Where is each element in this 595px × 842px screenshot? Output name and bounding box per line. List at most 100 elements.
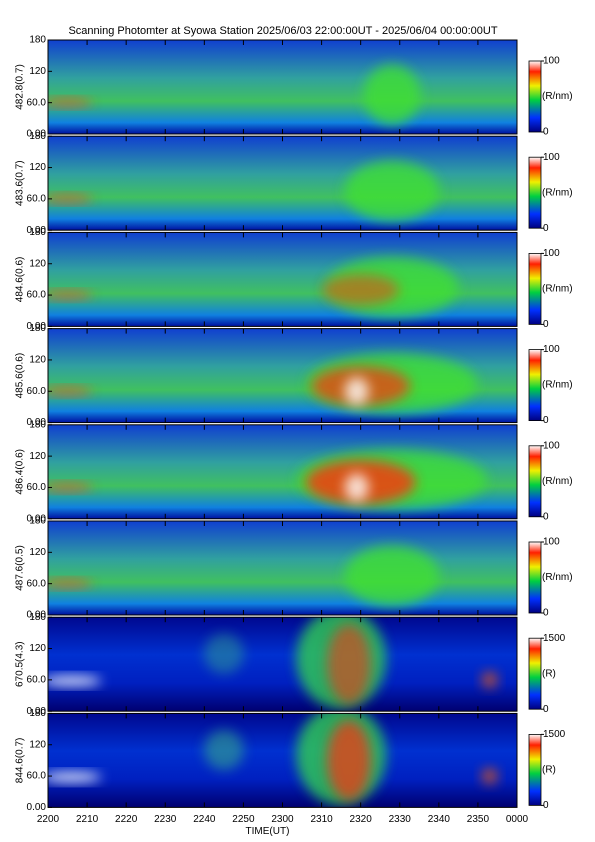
heatmap-background — [48, 40, 517, 134]
colorbar-tick-label: 0 — [543, 608, 549, 619]
heatmap — [48, 40, 517, 134]
y-tick-label: 120 — [29, 66, 46, 77]
heatmap-background — [48, 521, 517, 615]
x-axis-label: TIME(UT) — [246, 826, 290, 837]
heatmap-texture — [48, 675, 102, 686]
y-tick-label: 180 — [29, 131, 46, 142]
colorbar-label: (R/nm) — [542, 284, 573, 295]
colorbar — [528, 156, 542, 229]
y-axis-label: 486.4(0.6) — [15, 449, 26, 495]
heatmap-texture — [344, 545, 440, 606]
heatmap-texture — [203, 729, 244, 770]
x-tick-label: 2350 — [467, 814, 490, 825]
heatmap-texture — [363, 64, 421, 125]
colorbar — [528, 637, 542, 710]
colorbar-label: (R/nm) — [542, 380, 573, 391]
colorbar-tick-label: 1500 — [543, 729, 566, 740]
y-tick-label: 120 — [29, 355, 46, 366]
colorbar-tick-label: 100 — [543, 440, 560, 451]
heatmap — [48, 424, 517, 519]
colorbar — [528, 349, 542, 422]
heatmap — [48, 713, 517, 808]
colorbar-tick-label: 100 — [543, 344, 560, 355]
y-tick-label: 180 — [29, 419, 46, 430]
colorbar — [528, 445, 542, 518]
heatmap-texture — [48, 772, 102, 783]
y-tick-label: 180 — [29, 708, 46, 719]
colorbar-tick-label: 0 — [543, 319, 549, 330]
colorbar-label: (R) — [542, 765, 556, 776]
y-tick-label: 120 — [29, 451, 46, 462]
heatmap-texture — [344, 161, 440, 222]
colorbar — [528, 734, 542, 806]
heatmap — [48, 136, 517, 231]
heatmap-texture — [203, 633, 244, 674]
heatmap-background — [48, 713, 517, 808]
colorbar-label: (R/nm) — [542, 187, 573, 198]
colorbar-tick-label: 0 — [543, 704, 549, 715]
y-tick-label: 60.0 — [27, 194, 47, 205]
x-tick-label: 2310 — [310, 814, 333, 825]
x-tick-label: 2230 — [154, 814, 177, 825]
heatmap — [48, 521, 517, 615]
x-tick-label: 2320 — [350, 814, 373, 825]
x-tick-label: 2340 — [428, 814, 451, 825]
heatmap — [48, 232, 517, 327]
colorbar-label: (R/nm) — [542, 91, 573, 102]
colorbar-tick-label: 0 — [543, 415, 549, 426]
y-tick-label: 0.00 — [27, 802, 47, 813]
colorbar-tick-label: 1500 — [543, 633, 566, 644]
colorbar-tick-label: 0 — [543, 127, 549, 138]
y-tick-label: 120 — [29, 258, 46, 269]
x-tick-label: 2210 — [76, 814, 99, 825]
y-tick-label: 120 — [29, 162, 46, 173]
y-axis-label: 483.6(0.7) — [15, 160, 26, 206]
colorbar-tick-label: 0 — [543, 223, 549, 234]
heatmap-texture — [322, 274, 400, 306]
y-tick-label: 120 — [29, 739, 46, 750]
y-tick-label: 0.00 — [27, 321, 47, 332]
y-tick-label: 0.00 — [27, 610, 47, 621]
y-tick-label: 60.0 — [27, 771, 47, 782]
y-tick-label: 60.0 — [27, 675, 47, 686]
y-tick-label: 0.00 — [27, 225, 47, 236]
y-tick-label: 60.0 — [27, 386, 47, 397]
y-tick-label: 0.00 — [27, 706, 47, 717]
colorbar — [528, 541, 542, 614]
heatmap — [48, 617, 517, 712]
heatmap-texture — [481, 768, 498, 785]
y-tick-label: 0.00 — [27, 513, 47, 524]
heatmap-background — [48, 617, 517, 712]
chart-title: Scanning Photomter at Syowa Station 2025… — [68, 25, 497, 37]
heatmap-texture — [48, 291, 93, 300]
y-axis-label: 482.8(0.7) — [15, 64, 26, 110]
y-axis-label: 485.6(0.6) — [15, 353, 26, 399]
heatmap — [48, 328, 517, 423]
y-tick-label: 120 — [29, 547, 46, 558]
colorbar — [528, 252, 542, 325]
y-tick-label: 180 — [29, 612, 46, 623]
y-axis-label: 844.6(0.7) — [15, 738, 26, 784]
colorbar-label: (R/nm) — [542, 476, 573, 487]
colorbar-label: (R/nm) — [542, 572, 573, 583]
y-tick-label: 60.0 — [27, 578, 47, 589]
heatmap-texture — [48, 98, 93, 107]
x-tick-label: 2330 — [389, 814, 412, 825]
heatmap-texture — [326, 720, 371, 801]
x-tick-label: 2220 — [115, 814, 138, 825]
y-tick-label: 120 — [29, 643, 46, 654]
heatmap-background — [48, 136, 517, 231]
y-tick-label: 180 — [29, 516, 46, 527]
y-tick-label: 180 — [29, 227, 46, 238]
y-tick-label: 0.00 — [27, 129, 47, 140]
colorbar-tick-label: 100 — [543, 537, 560, 548]
heatmap-texture — [326, 624, 371, 705]
heatmap-texture — [48, 483, 93, 492]
heatmap-texture — [344, 377, 369, 406]
y-axis-label: 484.6(0.6) — [15, 257, 26, 303]
y-tick-label: 60.0 — [27, 482, 47, 493]
colorbar-tick-label: 100 — [543, 56, 560, 67]
colorbar-label: (R) — [542, 668, 556, 679]
colorbar-tick-label: 0 — [543, 800, 549, 811]
